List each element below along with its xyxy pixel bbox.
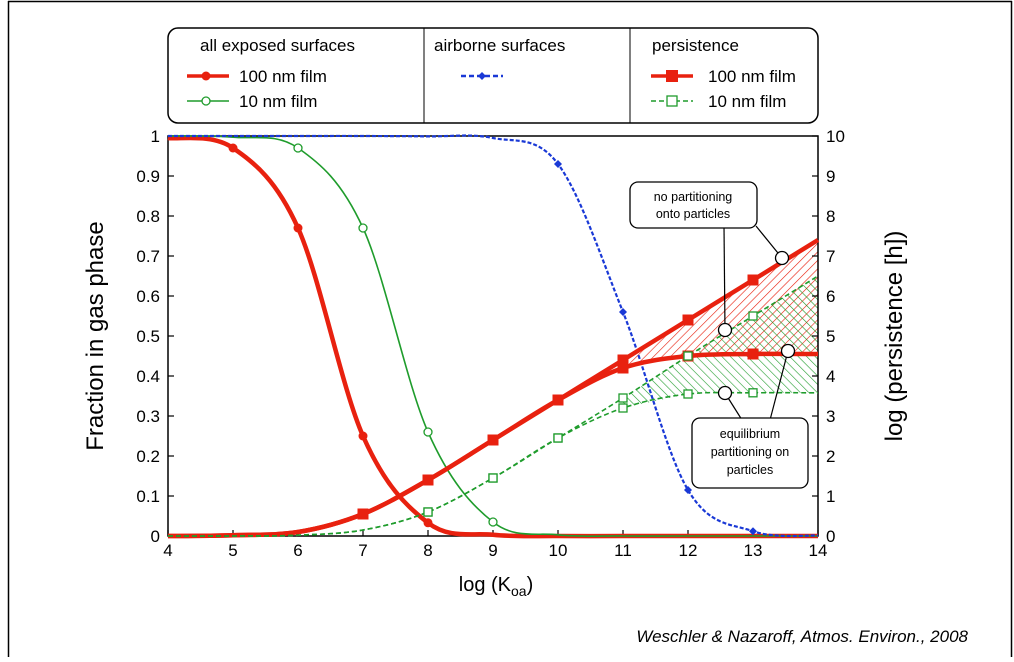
data-point xyxy=(619,404,627,412)
legend-marker-100nm-exposed xyxy=(202,72,211,81)
x-tick-label: 5 xyxy=(228,541,237,560)
data-point xyxy=(489,518,497,526)
y-right-tick-label: 4 xyxy=(826,367,835,386)
data-point xyxy=(684,352,692,360)
x-tick-label: 12 xyxy=(679,541,698,560)
data-point xyxy=(748,275,759,286)
data-point xyxy=(554,434,562,442)
y-left-tick-label: 0.4 xyxy=(136,367,160,386)
y-right-tick-label: 6 xyxy=(826,287,835,306)
data-point xyxy=(424,508,432,516)
data-point xyxy=(749,389,757,397)
callout-no-partitioning-line-1: no partitioning xyxy=(654,190,733,204)
legend-marker-10nm-exposed xyxy=(202,97,210,105)
data-point xyxy=(229,144,238,153)
y-right-tick-label: 1 xyxy=(826,487,835,506)
data-point xyxy=(294,144,302,152)
y-right-tick-label: 9 xyxy=(826,167,835,186)
data-point xyxy=(684,390,692,398)
y-right-tick-label: 0 xyxy=(826,527,835,546)
callout-equilibrium-target-13.5 xyxy=(782,345,795,358)
y-left-tick-label: 1 xyxy=(151,127,160,146)
source-credit: Weschler & Nazaroff, Atmos. Environ., 20… xyxy=(636,627,968,646)
data-point xyxy=(749,312,757,320)
data-point xyxy=(619,308,627,316)
legend-group-title-airborne: airborne surfaces xyxy=(434,36,565,55)
y-left-tick-label: 0.5 xyxy=(136,327,160,346)
y-axis-right-label: log (persistence [h]) xyxy=(881,231,908,442)
data-point xyxy=(683,315,694,326)
data-point xyxy=(619,394,627,402)
legend-marker-100nm-persistence xyxy=(666,70,678,82)
y-axis-left-label: Fraction in gas phase xyxy=(82,221,109,450)
x-tick-label: 13 xyxy=(744,541,763,560)
callout-equilibrium-line-1: equilibrium xyxy=(720,427,780,441)
y-right-tick-label: 5 xyxy=(826,327,835,346)
y-left-tick-label: 0.6 xyxy=(136,287,160,306)
data-point xyxy=(488,435,499,446)
x-tick-label: 7 xyxy=(358,541,367,560)
callout-equilibrium-line-3: particles xyxy=(727,463,774,477)
callout-no-partitioning-target-13.4 xyxy=(776,252,789,265)
x-tick-label: 8 xyxy=(423,541,432,560)
data-point xyxy=(489,474,497,482)
y-right-tick-label: 2 xyxy=(826,447,835,466)
y-right-tick-label: 8 xyxy=(826,207,835,226)
y-right-tick-label: 3 xyxy=(826,407,835,426)
data-point xyxy=(424,518,433,527)
legend-entry-10nm-persistence: 10 nm film xyxy=(708,92,786,111)
data-point xyxy=(553,395,564,406)
y-right-tick-label: 7 xyxy=(826,247,835,266)
x-axis-label-subscript: oa xyxy=(511,583,527,599)
x-tick-label: 6 xyxy=(293,541,302,560)
x-tick-label: 11 xyxy=(614,541,632,560)
y-left-tick-label: 0.7 xyxy=(136,247,160,266)
callout-no-partitioning-line-2: onto particles xyxy=(656,207,730,221)
y-left-tick-label: 0.2 xyxy=(136,447,160,466)
y-left-tick-label: 0.3 xyxy=(136,407,160,426)
x-tick-label: 10 xyxy=(549,541,568,560)
y-right-tick-label: 10 xyxy=(826,127,845,146)
data-point xyxy=(424,428,432,436)
data-point xyxy=(748,349,759,360)
x-tick-label: 9 xyxy=(488,541,497,560)
callout-no-partitioning-box xyxy=(630,182,757,228)
x-axis-label: log (Koa) xyxy=(459,574,534,599)
legend-entry-100nm-persistence: 100 nm film xyxy=(708,67,796,86)
data-point xyxy=(358,509,369,520)
x-axis-label-close: ) xyxy=(527,574,534,596)
data-point xyxy=(423,475,434,486)
x-tick-label: 4 xyxy=(163,541,172,560)
callout-no-partitioning-target-12.6 xyxy=(719,324,732,337)
legend-group-title-all-exposed: all exposed surfaces xyxy=(200,36,355,55)
x-axis-label-main: log (K xyxy=(459,574,512,596)
y-left-tick-label: 0.9 xyxy=(136,167,160,186)
legend-entry-100nm-exposed: 100 nm film xyxy=(239,67,327,86)
callout-equilibrium-line-2: partitioning on xyxy=(711,445,790,459)
legend-group-title-persistence: persistence xyxy=(652,36,739,55)
data-point xyxy=(294,224,303,233)
y-left-tick-label: 0.8 xyxy=(136,207,160,226)
legend: all exposed surfaces airborne surfaces p… xyxy=(168,28,818,123)
x-tick-label: 14 xyxy=(809,541,828,560)
data-point xyxy=(359,432,368,441)
data-point xyxy=(618,363,629,374)
legend-entry-10nm-exposed: 10 nm film xyxy=(239,92,317,111)
callout-equilibrium-target-12.6 xyxy=(719,387,732,400)
legend-marker-10nm-persistence xyxy=(667,96,677,106)
y-left-tick-label: 0.1 xyxy=(136,487,160,506)
data-point xyxy=(359,224,367,232)
y-left-tick-label: 0 xyxy=(151,527,160,546)
